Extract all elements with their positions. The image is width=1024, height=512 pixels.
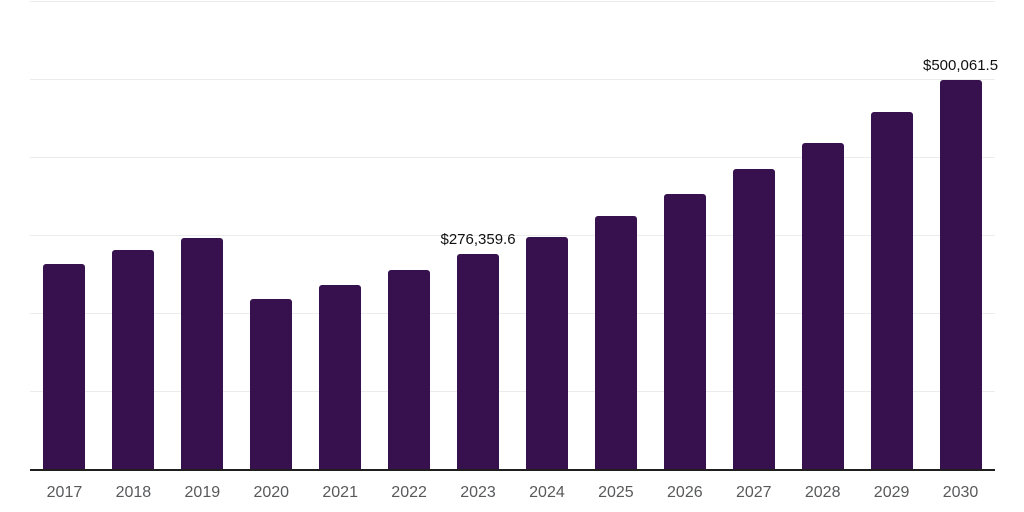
x-axis-line — [30, 469, 995, 471]
bar-2023[interactable] — [457, 254, 500, 470]
x-axis-label-2028: 2028 — [804, 484, 841, 501]
x-axis-label-2019: 2019 — [184, 484, 221, 501]
bar-2030[interactable] — [939, 79, 982, 470]
bar-2028[interactable] — [801, 143, 844, 470]
bar-2020[interactable] — [250, 299, 293, 470]
bar-2018[interactable] — [112, 250, 155, 470]
gridline — [30, 391, 995, 392]
bar-2021[interactable] — [319, 285, 362, 470]
gridline — [30, 1, 995, 2]
bar-2017[interactable] — [43, 264, 86, 470]
x-axis-label-2030: 2030 — [942, 484, 979, 501]
x-axis-label-2022: 2022 — [391, 484, 427, 501]
x-axis-label-2026: 2026 — [667, 484, 703, 501]
data-label-2030: $500,061.5 — [922, 56, 999, 74]
x-axis-label-2024: 2024 — [529, 484, 565, 501]
gridline — [30, 79, 995, 80]
data-label-2023: $276,359.6 — [440, 231, 516, 249]
x-axis-label-2025: 2025 — [598, 484, 634, 501]
x-axis-label-2018: 2018 — [115, 484, 152, 501]
gridline — [30, 157, 995, 158]
x-axis-label-2023: 2023 — [460, 484, 496, 501]
bar-2019[interactable] — [181, 237, 224, 470]
x-axis-label-2021: 2021 — [322, 484, 358, 501]
bar-2025[interactable] — [594, 216, 637, 470]
bar-2029[interactable] — [870, 111, 913, 470]
bar-2022[interactable] — [388, 270, 431, 470]
bar-2024[interactable] — [525, 237, 568, 470]
gridline — [30, 313, 995, 314]
x-axis: 2017 2018 2019 2020 2021 2022 2023 2024 2025 2026… — [30, 484, 995, 506]
gridline — [30, 235, 995, 236]
x-axis-label-2027: 2027 — [735, 484, 772, 501]
x-axis-label-2029: 2029 — [873, 484, 910, 501]
bar-2026[interactable] — [663, 194, 706, 470]
bar-2027[interactable] — [732, 169, 775, 470]
x-axis-label-2020: 2020 — [253, 484, 290, 501]
x-axis-label-2017: 2017 — [46, 484, 83, 501]
plot-area: $276,359.6 $500,061.5 — [30, 1, 999, 471]
